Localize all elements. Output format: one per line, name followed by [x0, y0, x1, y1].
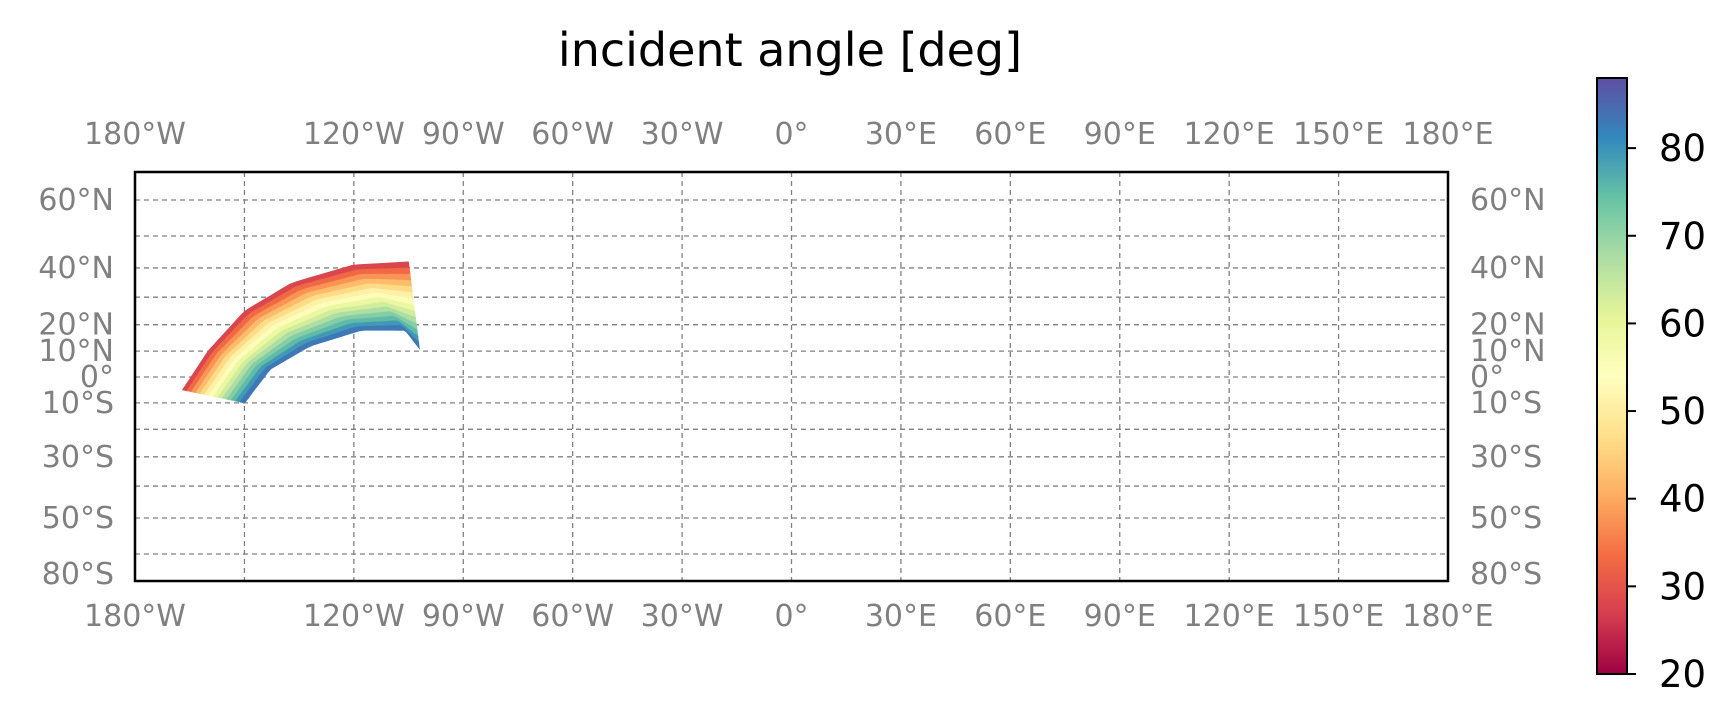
lon-label-top: 60°E — [974, 117, 1046, 152]
longitude-labels-bottom: 180°W 120°W 90°W 60°W 30°W 0° 30°E 60°E 90°E 120°… — [84, 599, 1494, 634]
lon-label-top: 180°W — [84, 117, 186, 152]
colorbar-tick-label: 30 — [1659, 565, 1706, 608]
lat-label-right: 20°N — [1470, 308, 1546, 343]
lon-label-bottom: 120°W — [303, 599, 405, 634]
lat-label-right: 50°S — [1470, 501, 1542, 536]
lon-label-bottom: 90°E — [1084, 599, 1156, 634]
lon-label-top: 150°E — [1293, 117, 1384, 152]
lat-label-right: 30°S — [1470, 440, 1542, 475]
lat-label-right: 10°N — [1470, 334, 1546, 369]
lon-label-top: 60°W — [531, 117, 614, 152]
lon-label-top: 30°E — [865, 117, 937, 152]
lon-label-bottom: 120°E — [1184, 599, 1275, 634]
lon-label-bottom: 30°W — [641, 599, 724, 634]
lat-label-right: 80°S — [1470, 557, 1542, 592]
lon-label-bottom: 150°E — [1293, 599, 1384, 634]
lat-label-right: 40°N — [1470, 251, 1546, 286]
lon-label-bottom: 60°E — [974, 599, 1046, 634]
lat-label-right: 0° — [1470, 360, 1504, 395]
lat-label-left: 80°S — [42, 557, 114, 592]
colorbar-tick-label: 50 — [1659, 390, 1706, 433]
lon-label-top: 90°W — [422, 117, 505, 152]
lat-label-left: 0° — [80, 360, 114, 395]
lat-label-right: 10°S — [1470, 386, 1542, 421]
lon-label-top: 0° — [774, 117, 808, 152]
colorbar-scale — [1596, 77, 1628, 675]
colorbar-tick-label: 20 — [1659, 653, 1706, 696]
swath-band — [239, 325, 420, 404]
lon-label-bottom: 0° — [774, 599, 808, 634]
lon-label-bottom: 90°W — [422, 599, 505, 634]
lon-label-bottom: 180°W — [84, 599, 186, 634]
lon-label-bottom: 60°W — [531, 599, 614, 634]
colorbar-tick-label: 40 — [1659, 478, 1706, 521]
lat-label-left: 30°S — [42, 440, 114, 475]
latitude-labels-right: 60°N 40°N 20°N10°N0°10°S 30°S 50°S 80°S — [1470, 183, 1546, 592]
lat-label-left: 50°S — [42, 501, 114, 536]
latitude-labels-left: 60°N 40°N 20°N10°N0°10°S 30°S 50°S 80°S — [38, 183, 114, 592]
chart-title: incident angle [deg] — [558, 23, 1022, 77]
lat-label-right: 60°N — [1470, 183, 1546, 218]
lon-label-top: 120°W — [303, 117, 405, 152]
lat-label-left: 20°N — [38, 308, 114, 343]
lon-label-top: 90°E — [1084, 117, 1156, 152]
colorbar-tick-label: 60 — [1659, 302, 1706, 345]
lon-label-top: 180°E — [1402, 117, 1493, 152]
lat-label-left: 10°S — [42, 386, 114, 421]
lon-label-top: 120°E — [1184, 117, 1275, 152]
graticule — [135, 172, 1448, 581]
colorbar-tick-label: 80 — [1659, 127, 1706, 170]
lon-label-bottom: 180°E — [1402, 599, 1493, 634]
lon-label-bottom: 30°E — [865, 599, 937, 634]
lon-label-top: 30°W — [641, 117, 724, 152]
lat-label-left: 60°N — [38, 183, 114, 218]
lat-label-left: 40°N — [38, 251, 114, 286]
map-frame — [133, 170, 1450, 583]
swath-layer — [181, 261, 420, 404]
lat-label-left: 10°N — [38, 334, 114, 369]
longitude-labels-top: 180°W 120°W 90°W 60°W 30°W 0° 30°E 60°E 90°E 120°… — [84, 117, 1494, 152]
colorbar: 20 30 40 50 60 70 80 — [1596, 77, 1706, 696]
colorbar-tick-label: 70 — [1659, 215, 1706, 258]
